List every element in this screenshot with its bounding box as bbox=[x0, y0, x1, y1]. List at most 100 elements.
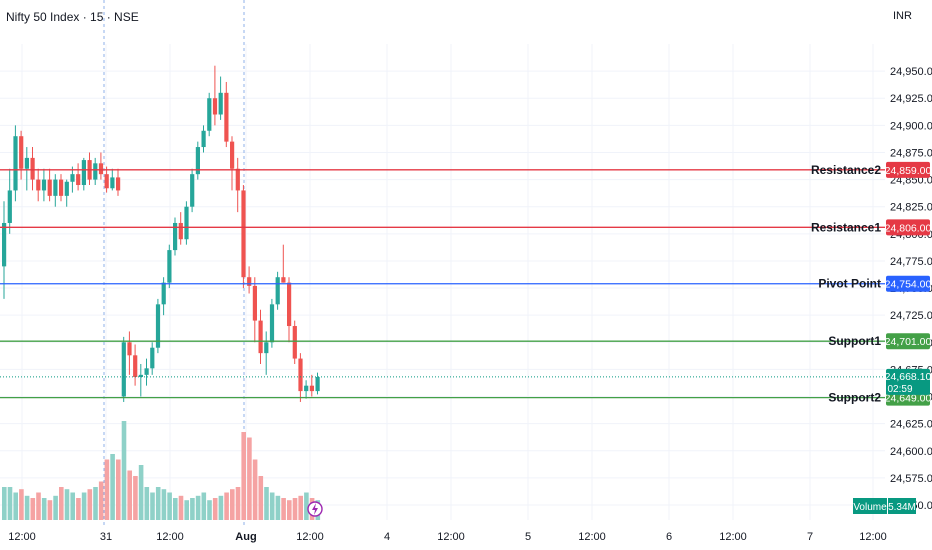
candle-body bbox=[81, 160, 86, 186]
candle-body bbox=[315, 377, 320, 392]
volume-bar bbox=[7, 487, 13, 520]
candle-body bbox=[275, 277, 280, 305]
candle-body bbox=[195, 147, 200, 175]
candle-body bbox=[64, 181, 69, 196]
level-name-label: Support1 bbox=[828, 334, 881, 348]
volume-bar bbox=[173, 498, 178, 520]
candle-body bbox=[281, 277, 286, 283]
candle-body bbox=[241, 190, 246, 278]
volume-bar bbox=[287, 500, 292, 520]
volume-bar bbox=[13, 492, 18, 520]
level-price-badge bbox=[886, 219, 930, 236]
candle-body bbox=[167, 250, 172, 283]
time-tick-label: 5 bbox=[525, 531, 531, 543]
time-tick-label: 12:00 bbox=[719, 531, 747, 543]
candle-body bbox=[269, 304, 275, 343]
volume-bar bbox=[76, 498, 81, 520]
candle-body bbox=[252, 285, 257, 321]
flash-icon-bolt bbox=[312, 503, 318, 515]
level-price-label: 24,754.00 bbox=[885, 279, 932, 291]
candle-body bbox=[24, 157, 29, 169]
volume-bar bbox=[133, 476, 138, 520]
candle-body bbox=[292, 326, 297, 359]
candle-body bbox=[247, 277, 252, 286]
level-price-label: 24,806.00 bbox=[885, 222, 932, 234]
price-tick-label: 24,875.00 bbox=[890, 147, 932, 159]
volume-bar bbox=[184, 500, 189, 520]
candle-body bbox=[98, 163, 104, 175]
volume-bar bbox=[127, 470, 132, 520]
volume-bar bbox=[207, 500, 212, 520]
volume-bar bbox=[138, 465, 144, 520]
level-price-label: 24,859.00 bbox=[885, 165, 932, 177]
volume-bar bbox=[201, 492, 207, 520]
candle-body bbox=[7, 190, 12, 223]
candle-body bbox=[127, 342, 132, 356]
candle-body bbox=[230, 141, 235, 169]
candle-body bbox=[41, 179, 47, 191]
candle-body bbox=[2, 222, 7, 267]
candle-body bbox=[76, 174, 81, 186]
volume-bar bbox=[41, 498, 47, 520]
volume-bar bbox=[155, 487, 161, 520]
candle-body bbox=[13, 136, 18, 191]
level-price-badge bbox=[886, 333, 930, 350]
volume-bar bbox=[190, 498, 195, 520]
volume-bar bbox=[150, 492, 155, 520]
candle-body bbox=[53, 179, 58, 196]
volume-bar bbox=[98, 481, 104, 520]
candle-body bbox=[178, 222, 183, 240]
chart-title: Nifty 50 Index · 15 · NSE bbox=[6, 10, 139, 24]
candle-body bbox=[36, 179, 41, 191]
volume-bar bbox=[70, 492, 75, 520]
currency-label[interactable]: INR bbox=[893, 10, 912, 22]
candle-body bbox=[155, 304, 161, 348]
volume-bar bbox=[304, 492, 309, 520]
volume-bar bbox=[218, 495, 224, 520]
volume-bar bbox=[81, 492, 87, 520]
volume-bar bbox=[64, 489, 70, 520]
volume-bar bbox=[47, 500, 53, 520]
candle-body bbox=[190, 174, 195, 207]
volume-bar bbox=[258, 476, 264, 520]
volume-bar bbox=[144, 487, 150, 520]
volume-bar bbox=[269, 492, 275, 520]
candle-body bbox=[116, 177, 121, 191]
volume-bar bbox=[252, 459, 258, 520]
candle-body bbox=[161, 282, 166, 305]
candle-body bbox=[47, 179, 52, 196]
level-name-label: Resistance2 bbox=[811, 163, 881, 177]
candle-body bbox=[309, 385, 314, 392]
price-tick-label: 24,925.00 bbox=[890, 93, 932, 105]
volume-name-label: Volume bbox=[853, 502, 887, 513]
level-price-badge bbox=[886, 161, 930, 178]
volume-bar bbox=[59, 487, 64, 520]
time-tick-label: Aug bbox=[235, 531, 256, 543]
candle-body bbox=[144, 368, 149, 375]
volume-bar bbox=[292, 498, 298, 520]
price-tick-label: 24,600.00 bbox=[890, 446, 932, 458]
last-price-label: 24,668.10 bbox=[885, 371, 932, 383]
volume-bar bbox=[121, 421, 127, 520]
volume-bar bbox=[53, 495, 58, 520]
volume-bar bbox=[36, 492, 41, 520]
time-tick-label: 31 bbox=[100, 531, 112, 543]
last-price-badge bbox=[886, 368, 930, 395]
volume-bar bbox=[116, 459, 121, 520]
time-tick-label: 12:00 bbox=[296, 531, 324, 543]
volume-bar bbox=[298, 495, 303, 520]
price-tick-label: 24,900.00 bbox=[890, 120, 932, 132]
candle-body bbox=[201, 130, 206, 148]
candle-body bbox=[70, 174, 75, 182]
volume-name-badge bbox=[853, 498, 887, 514]
volume-bar bbox=[241, 432, 246, 520]
candle-body bbox=[121, 342, 126, 397]
candle-body bbox=[287, 282, 292, 327]
volume-bar bbox=[30, 498, 36, 520]
time-tick-label: 6 bbox=[666, 531, 672, 543]
volume-bar bbox=[195, 495, 201, 520]
candle-body bbox=[138, 374, 143, 378]
time-tick-label: 4 bbox=[384, 531, 390, 543]
volume-bar bbox=[275, 495, 281, 520]
